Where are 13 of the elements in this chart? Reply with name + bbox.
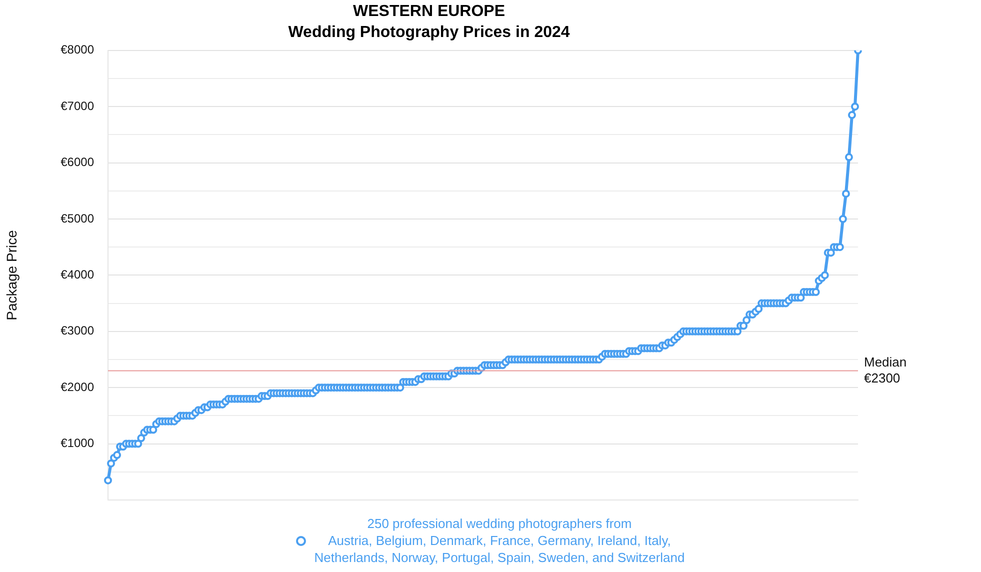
y-tick-label: €3000 <box>60 324 94 338</box>
y-tick-label: €4000 <box>60 268 94 282</box>
chart-title: WESTERN EUROPE <box>352 3 506 20</box>
y-tick-label: €7000 <box>60 98 94 113</box>
y-axis-title: Package Price <box>3 230 20 320</box>
ref-line-label: Median €2300 <box>864 354 907 386</box>
text: 250 professional wedding photographers from Austria, Belgium, Denmark, France, Germany, Ireland, Italy, Netherlands, Norway, Portugal, Spain, Sweden, and Switzerland <box>314 515 685 566</box>
y-tick-label: €1000 <box>60 436 94 450</box>
y-tick-label: €8000 <box>60 42 94 57</box>
y-tick-label: €6000 <box>60 155 94 170</box>
chart-subtitle: Wedding Photography Prices in 2024 <box>288 24 570 42</box>
y-tick-label: €5000 <box>60 211 94 226</box>
y-tick-label: €2000 <box>60 380 94 394</box>
